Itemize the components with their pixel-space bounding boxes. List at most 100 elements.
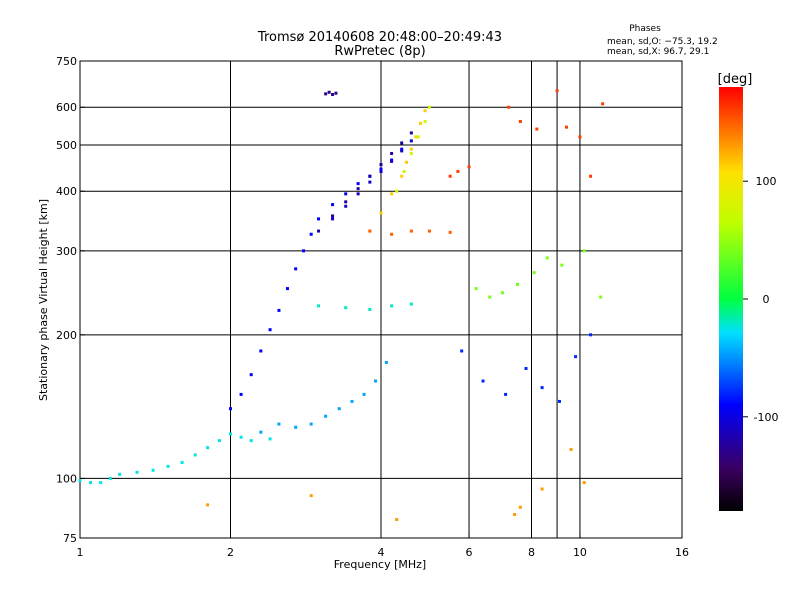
data-point xyxy=(518,505,522,509)
y-axis-label: Stationary phase Virtual Height [km] xyxy=(37,199,50,401)
data-point xyxy=(390,192,394,196)
x-tick-label: 8 xyxy=(528,546,535,559)
data-point xyxy=(337,407,341,411)
data-point xyxy=(151,468,155,472)
data-point xyxy=(229,407,232,411)
data-point xyxy=(368,229,372,233)
colorbar-label: [deg] xyxy=(718,72,753,87)
data-point xyxy=(268,437,272,441)
data-point xyxy=(409,151,413,155)
data-point xyxy=(532,271,536,275)
data-point xyxy=(409,229,413,233)
data-point xyxy=(89,481,93,485)
chart-subtitle: RwPretec (8p) xyxy=(334,44,425,59)
data-point xyxy=(344,192,348,196)
data-point xyxy=(390,151,394,155)
data-point xyxy=(317,304,321,308)
data-point xyxy=(400,141,404,145)
data-point xyxy=(560,263,564,267)
data-point xyxy=(384,360,388,364)
data-point xyxy=(513,513,517,517)
data-point xyxy=(540,386,544,390)
data-point xyxy=(448,230,452,234)
x-axis-label: Frequency [MHz] xyxy=(334,558,426,571)
data-point xyxy=(193,453,197,457)
data-point xyxy=(395,189,399,193)
colorbar-tick-label: 100 xyxy=(756,175,777,188)
data-point xyxy=(405,160,409,164)
data-point xyxy=(294,267,298,271)
data-point xyxy=(217,439,221,443)
data-point xyxy=(414,135,418,139)
x-tick-label: 4 xyxy=(378,546,385,559)
data-point xyxy=(277,422,281,426)
low-E-trace xyxy=(78,432,272,485)
data-point xyxy=(400,174,404,178)
data-point xyxy=(395,518,399,522)
data-point xyxy=(481,379,485,383)
data-point xyxy=(409,131,413,135)
data-point xyxy=(456,169,460,173)
data-point xyxy=(166,464,170,468)
data-point xyxy=(368,174,372,178)
data-point xyxy=(599,295,603,299)
x-tick-label: 16 xyxy=(675,546,689,559)
data-point xyxy=(249,373,253,377)
mid-band-trace xyxy=(368,229,452,236)
data-point xyxy=(206,446,210,450)
data-point xyxy=(135,470,139,474)
data-point xyxy=(379,211,383,215)
data-point xyxy=(518,120,522,124)
data-point xyxy=(302,249,306,253)
y-tick-label: 100 xyxy=(56,472,77,485)
data-point xyxy=(108,476,112,480)
data-point xyxy=(390,159,394,163)
data-point xyxy=(390,232,394,236)
data-point xyxy=(259,349,263,353)
data-point xyxy=(285,287,289,291)
data-point xyxy=(379,163,383,167)
data-point xyxy=(294,425,298,429)
data-point xyxy=(350,399,354,403)
plot-area xyxy=(78,60,683,539)
scatter-high xyxy=(448,89,605,178)
x-tick-label: 6 xyxy=(466,546,473,559)
data-point xyxy=(379,167,383,171)
data-point xyxy=(448,174,452,178)
data-point xyxy=(309,494,313,498)
grid-lines xyxy=(80,61,682,538)
data-point xyxy=(427,229,431,233)
data-point xyxy=(180,460,184,464)
data-point xyxy=(390,304,394,308)
data-point xyxy=(515,282,519,286)
data-point xyxy=(402,169,406,173)
data-point xyxy=(423,109,427,113)
data-point xyxy=(331,217,335,221)
chart-title: Tromsø 20140608 20:48:00–20:49:43 xyxy=(257,30,502,45)
data-point xyxy=(249,439,253,443)
data-point xyxy=(317,217,321,221)
y-tick-label: 600 xyxy=(56,101,77,114)
data-point xyxy=(259,430,263,434)
data-point xyxy=(601,102,605,106)
data-point xyxy=(488,295,492,299)
data-point xyxy=(309,232,313,236)
data-point xyxy=(540,487,544,491)
data-point xyxy=(327,90,331,94)
data-point xyxy=(344,200,348,204)
data-point xyxy=(374,379,378,383)
data-point xyxy=(504,392,508,396)
sporadic-high xyxy=(324,90,338,97)
stats-o-mode: mean, sd,O: −75.3, 19.2 xyxy=(607,37,718,47)
data-point xyxy=(239,435,243,439)
y-tick-label: 750 xyxy=(56,55,77,68)
data-point xyxy=(501,291,505,295)
data-point xyxy=(423,120,427,124)
data-point xyxy=(557,399,561,403)
scatter-bottom xyxy=(206,447,586,522)
data-point xyxy=(409,302,413,306)
data-point xyxy=(309,422,313,426)
data-point xyxy=(206,503,210,507)
y-tick-label: 500 xyxy=(56,139,77,152)
data-point xyxy=(578,135,582,139)
